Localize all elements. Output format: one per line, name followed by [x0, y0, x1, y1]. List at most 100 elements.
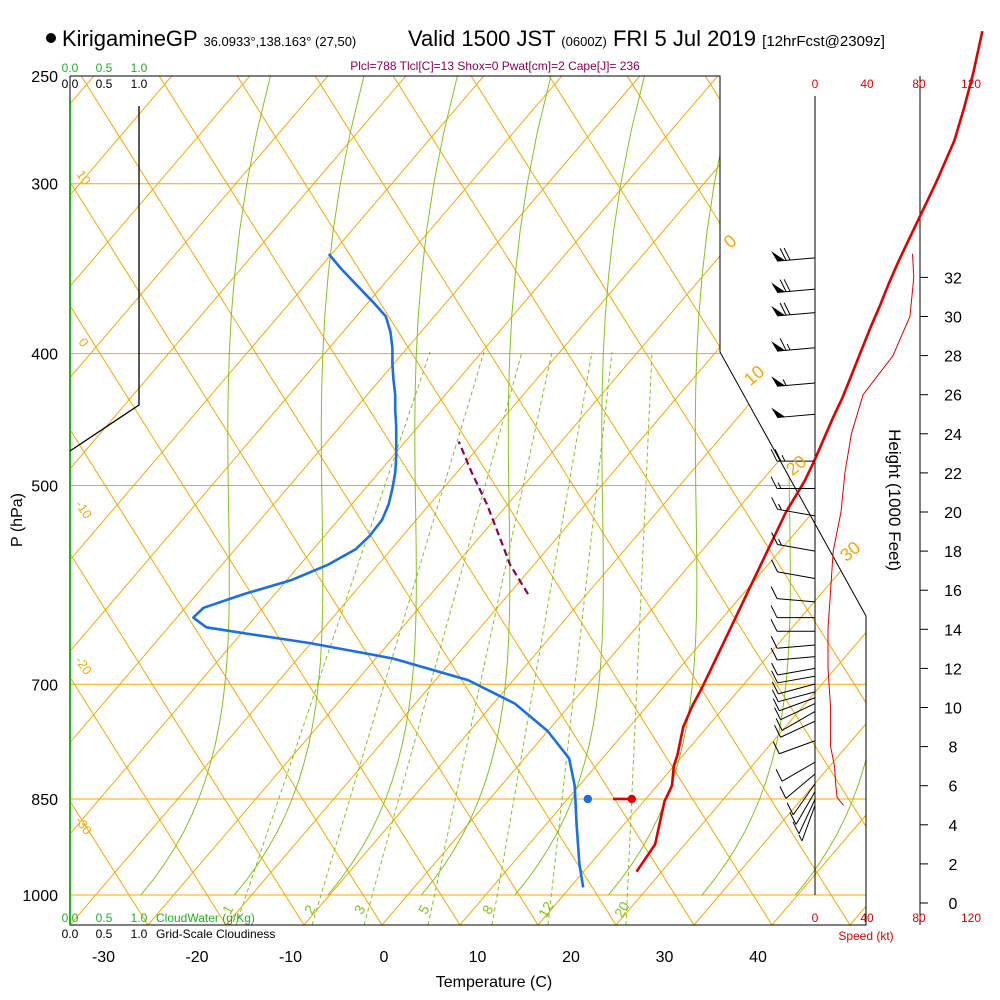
moist-adiabat-line: [795, 76, 866, 896]
speed-axis-label: Speed (kt): [838, 929, 893, 943]
station-name: KirigamineGP: [62, 26, 198, 51]
wind-barb-flag: [771, 670, 779, 684]
wind-barb-flag: [779, 786, 787, 799]
dry-adiabat-line: [835, 76, 866, 925]
mixing-ratio-line: [311, 351, 485, 925]
wind-barb: [771, 662, 816, 676]
wind-barb: [798, 805, 816, 842]
pressure-tick-label: 400: [31, 347, 58, 364]
speed-tick-label-top: 40: [860, 77, 874, 91]
dry-adiabat-line: [70, 76, 383, 925]
wind-barb-flag: [770, 586, 778, 599]
cloudiness-tick-bottom: 0.5: [96, 927, 113, 941]
station-coords: 36.0933°,138.163° (27,50): [203, 34, 357, 49]
forecast-info: [12hrFcst@2309z]: [762, 33, 885, 50]
dry-adiabat-line: [928, 36, 1000, 925]
height-tick-label: 2: [949, 857, 958, 874]
speed-tick-label-bottom: 0: [812, 911, 819, 925]
dry-adiabat-line: [70, 76, 753, 925]
wind-barb-flag: [789, 812, 797, 825]
cloud-water-tick-bottom: 1.0: [131, 911, 148, 925]
wind-barb: [792, 799, 816, 835]
wind-barb-flag: [775, 769, 783, 782]
pressure-tick-label: 300: [31, 177, 58, 194]
dewpoint-line: [192, 253, 585, 888]
wind-barb: [771, 376, 816, 387]
temperature-tick-label: -10: [279, 949, 302, 966]
valid-time: Valid 1500 JST: [408, 26, 556, 51]
wind-barb: [771, 559, 816, 579]
mixing-ratio-line: [363, 351, 523, 925]
pressure-tick-label: 700: [31, 677, 58, 694]
background-lines: [70, 36, 1000, 925]
speed-tick-label-bottom: 80: [912, 911, 926, 925]
height-tick-label: 24: [944, 427, 962, 444]
wind-barb: [771, 279, 816, 293]
dry-adiabat-line: [70, 76, 363, 925]
wind-barb: [775, 710, 816, 731]
dry-adiabat-line: [537, 76, 866, 925]
dry-adiabat-line: [133, 76, 695, 925]
dry-adiabat-line: [367, 76, 866, 925]
dry-adiabat-line: [70, 76, 461, 925]
cloud-water-tick-bottom: 0.0: [62, 911, 79, 925]
wind-barb-flag: [774, 448, 782, 462]
dry-adiabat-label: -30: [72, 813, 95, 837]
wind-barb-flag: [792, 821, 800, 835]
pressure-tick-label: 500: [31, 479, 58, 496]
wind-barb-flag: [771, 497, 779, 510]
wind-barb: [771, 338, 816, 352]
cloudiness-tick-top: 0.5: [96, 77, 113, 91]
wind-barb-staff: [798, 799, 816, 835]
wind-speed-profile: [827, 253, 915, 806]
height-tick-label: 6: [949, 779, 958, 796]
wind-barb: [779, 773, 816, 799]
wind-barb-staff: [777, 598, 816, 603]
valid-utc: (0600Z): [561, 34, 607, 49]
header-station-line: KirigamineGP 36.0933°,138.163° (27,50): [46, 26, 356, 52]
wind-barb-half-flag: [778, 538, 782, 546]
wind-barb: [771, 407, 816, 419]
dry-adiabat-label: 10: [740, 361, 768, 389]
height-tick-label: 26: [944, 388, 962, 405]
dry-adiabat-line: [70, 76, 675, 925]
wind-barb: [772, 740, 816, 755]
height-tick-label: 16: [944, 583, 962, 600]
wind-barb-staff: [777, 675, 816, 684]
dry-adiabat-line: [70, 76, 539, 925]
speed-tick-label-bottom: 40: [860, 911, 874, 925]
temperature-tick-label: 40: [749, 949, 767, 966]
mixing-ratio-line: [625, 351, 653, 925]
dry-adiabat-line: [70, 76, 519, 925]
wind-barb-flag: [771, 662, 779, 676]
dry-adiabat-label: 10: [73, 167, 94, 187]
dry-adiabat-label: -10: [72, 497, 95, 521]
wind-barb-pennant: [771, 305, 786, 316]
height-tick-label: 8: [949, 740, 958, 757]
dry-adiabat-line: [211, 76, 773, 925]
moist-adiabat-line: [140, 76, 271, 896]
wind-barb-half-flag: [778, 503, 782, 511]
mixing-ratio-line: [547, 351, 613, 925]
temperature-tick-label: 20: [562, 949, 580, 966]
wind-barb-flag: [771, 689, 779, 702]
height-tick-label: 28: [944, 349, 962, 366]
speed-tick-label-top: 80: [912, 77, 926, 91]
dry-adiabat-line: [70, 76, 441, 925]
wind-barb-staff: [777, 571, 816, 579]
cloudiness-profile: [69, 106, 140, 452]
moist-adiabat-line: [514, 76, 645, 896]
cloudiness-tick-bottom: 1.0: [131, 927, 148, 941]
dry-adiabat-line: [615, 76, 866, 925]
cloudiness-tick-top: 0.0: [62, 77, 79, 91]
wind-barb-flag: [783, 302, 791, 315]
wind-barb: [770, 636, 816, 649]
wind-barb: [770, 619, 815, 632]
wind-barb: [771, 681, 816, 695]
temperature-tick-label: 30: [656, 949, 674, 966]
mixing-ratio-label: 12: [535, 899, 557, 921]
parcel-path-line: [457, 441, 529, 595]
wind-barb-flag: [772, 741, 780, 754]
wind-barb: [770, 647, 816, 661]
